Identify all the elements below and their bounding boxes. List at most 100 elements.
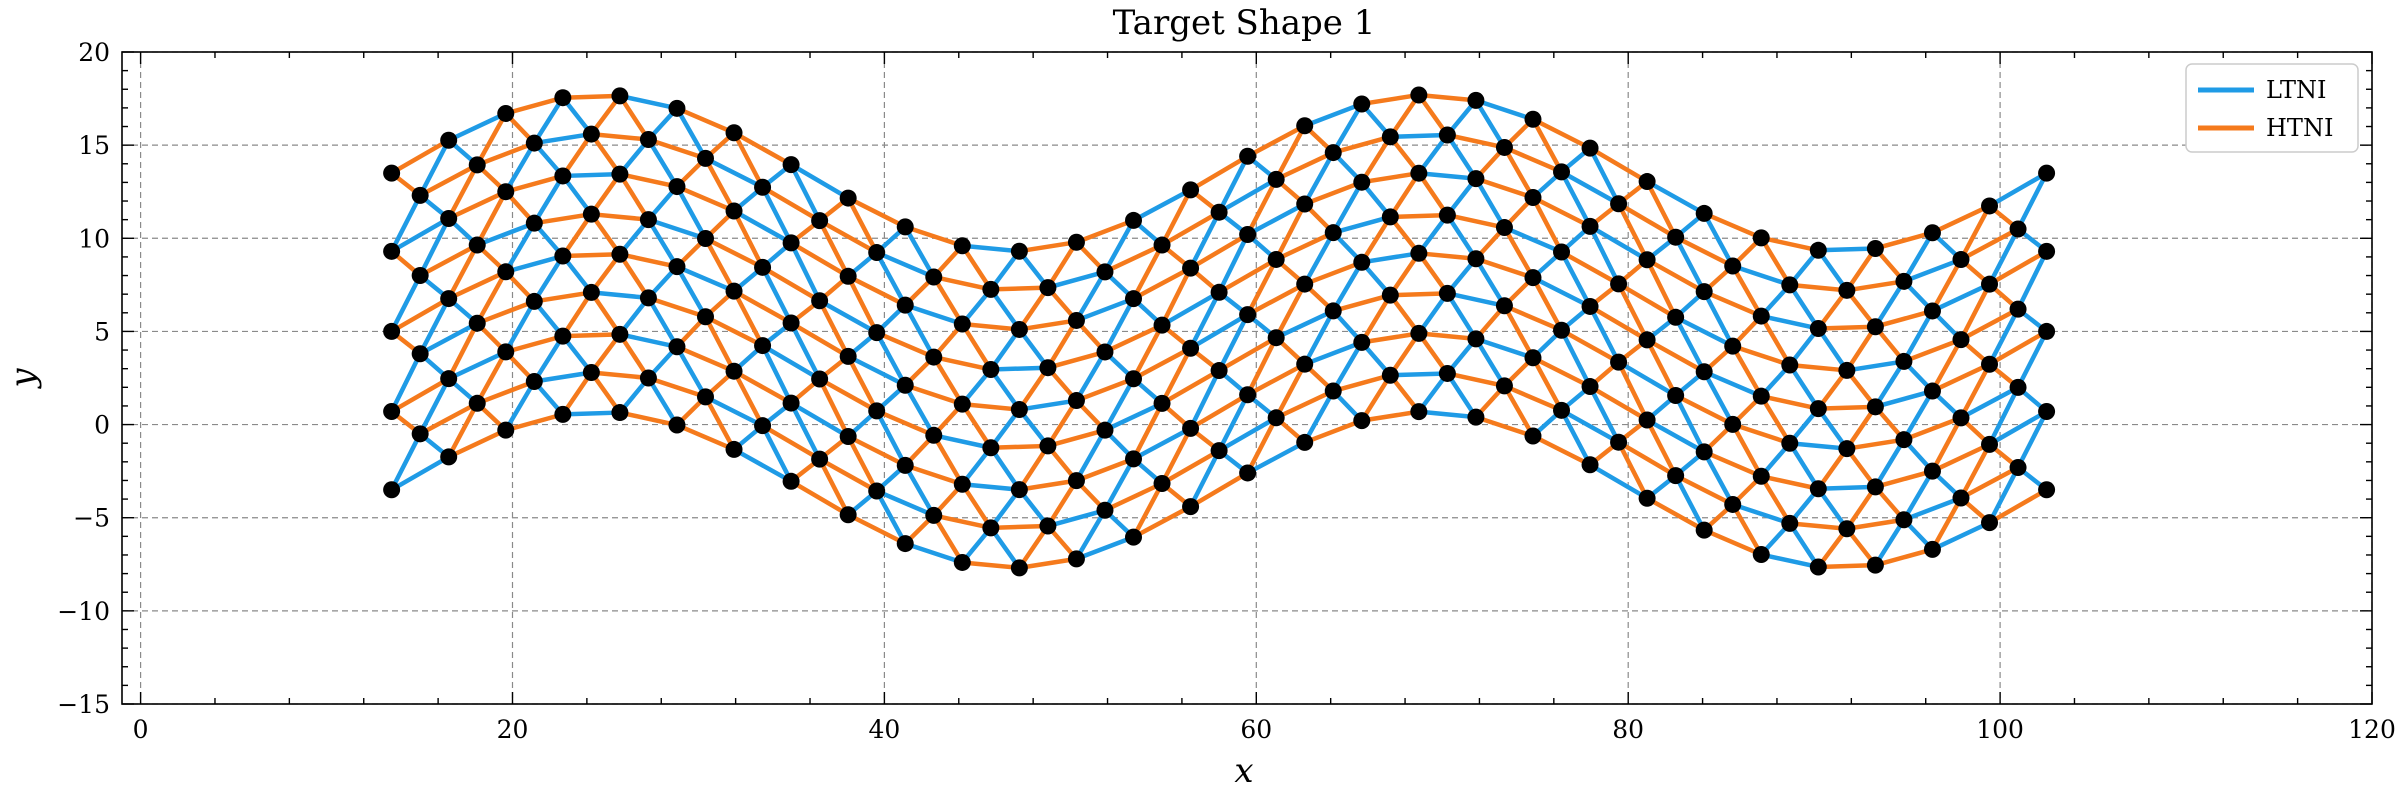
ltni-edge [1559,327,1593,389]
ltni-edge [417,376,451,437]
htni-edge [1701,211,1764,241]
mesh-node [1381,208,1399,226]
y-axis-label: y [3,368,43,390]
htni-edge [731,288,794,326]
mesh-node [1895,272,1913,290]
htni-edge [446,320,480,381]
mesh-node [1838,440,1856,458]
htni-edge [389,376,451,414]
htni-edge [1758,235,1821,253]
ltni-edge [874,488,937,518]
mesh-node [1010,242,1028,260]
y-tick-label: 0 [94,411,110,440]
htni-edge [1245,177,1279,237]
htni-edge [617,171,680,189]
ltni-edge [1473,256,1507,309]
mesh-node [1724,337,1742,355]
htni-edge [1245,257,1279,317]
htni-edge [1930,362,1992,394]
ltni-edge [646,217,680,269]
htni-edge [1730,422,1793,446]
htni-edge [1930,337,1964,394]
htni-edge [1045,427,1108,449]
mesh-node [1981,197,1999,215]
mesh-node [1353,173,1371,191]
htni-edge [1017,443,1051,492]
htni-edge [960,401,994,451]
mesh-node [1809,480,1827,498]
htni-edge [1987,329,2049,367]
mesh-node [1524,269,1542,287]
htni-edge [960,481,994,531]
htni-edge [560,290,594,339]
ltni-edge [1958,385,2021,421]
mesh-node [1296,355,1314,373]
htni-edge [817,456,879,494]
mesh-node [1981,435,1999,453]
mesh-node [1324,224,1342,242]
htni-edge [646,137,708,161]
mesh-node [1153,236,1171,254]
htni-edge [788,479,851,518]
htni-edge [817,218,851,279]
ltni-edge [760,343,794,406]
htni-edge [617,251,651,301]
mesh-node [497,183,515,201]
ltni-edge [902,302,937,360]
ltni-edge [1188,290,1222,351]
ltni-edge [1216,177,1279,215]
htni-edge [1302,418,1365,445]
htni-edge [703,236,765,270]
htni-edge [1302,260,1365,287]
ltni-edge [1102,218,1136,275]
mesh-node [1210,362,1228,380]
ltni-edge [503,379,537,433]
htni-edge [931,513,965,565]
mesh-node [896,456,914,474]
mesh-node [1096,501,1114,519]
ltni-edge [1873,388,1935,410]
htni-edge [1530,195,1593,229]
mesh-node [1638,489,1656,507]
mesh-node [953,395,971,413]
htni-edge [1188,232,1250,271]
htni-edge [1587,145,1650,184]
htni-edge [1730,502,1764,557]
htni-edge [1388,170,1422,220]
mesh-node [1267,409,1285,427]
x-tick-label: 60 [1240,715,1272,744]
ltni-edge [1388,371,1450,378]
ltni-edge [1873,437,1907,490]
mesh-node [1067,311,1085,329]
ltni-edge [1445,291,1507,309]
htni-edge [474,379,537,406]
ltni-edge [788,162,851,201]
ltni-edge [417,296,451,356]
mesh-node [1667,387,1685,405]
htni-edge [960,321,994,372]
htni-edge [1131,504,1193,540]
mesh-node [982,361,1000,379]
htni-edge [1616,201,1650,263]
htni-edge [446,269,509,301]
ltni-edge [646,295,680,350]
htni-edge [446,162,480,221]
htni-edge [1159,209,1222,248]
ltni-edge [389,454,451,493]
ltni-edge [674,264,737,294]
htni-edge [845,195,879,255]
mesh-node [1010,481,1028,499]
mesh-node [1324,302,1342,320]
mesh-node [839,347,857,365]
htni-edge [1873,308,1935,329]
htni-edge [1530,117,1564,175]
htni-edge [389,296,451,334]
htni-edge [1559,249,1621,287]
ltni-edge [1701,369,1764,399]
htni-edge [1017,556,1079,571]
ltni-edge [1587,145,1621,206]
htni-edge [1901,337,1964,364]
htni-edge [646,375,708,400]
htni-edge [417,162,480,198]
mesh-node [468,314,486,332]
